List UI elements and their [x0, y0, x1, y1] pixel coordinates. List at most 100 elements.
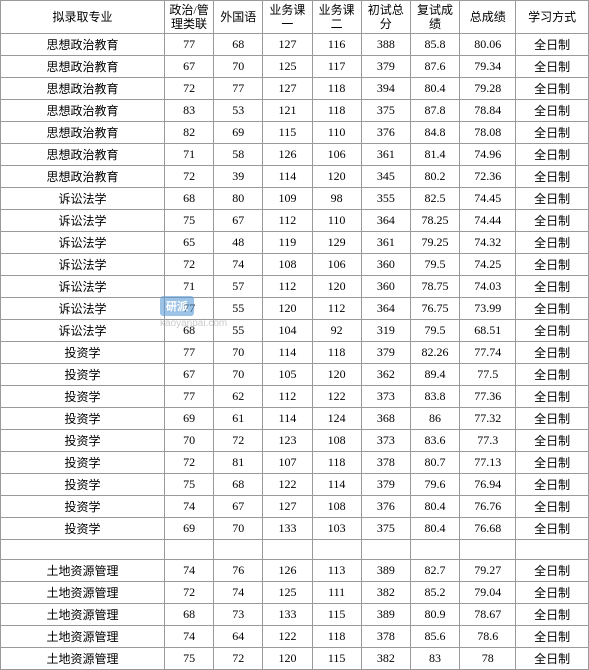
- table-cell: 389: [361, 560, 410, 582]
- table-cell: 120: [263, 648, 312, 670]
- table-cell: 58: [214, 144, 263, 166]
- table-cell: 70: [164, 430, 213, 452]
- table-cell: 76.76: [460, 496, 516, 518]
- table-cell: 112: [263, 276, 312, 298]
- table-cell: 48: [214, 232, 263, 254]
- table-row: 诉讼法学654811912936179.2574.32全日制: [1, 232, 589, 254]
- table-cell: 110: [312, 210, 361, 232]
- table-cell: 投资学: [1, 364, 165, 386]
- table-cell: 77.5: [460, 364, 516, 386]
- table-cell: 379: [361, 474, 410, 496]
- table-cell: 74: [214, 582, 263, 604]
- table-cell: 全日制: [516, 188, 589, 210]
- table-cell: 80.9: [410, 604, 459, 626]
- table-cell: 65: [164, 232, 213, 254]
- table-cell: 89.4: [410, 364, 459, 386]
- table-cell: 121: [263, 100, 312, 122]
- table-cell: 77.32: [460, 408, 516, 430]
- table-row: 思想政治教育723911412034580.272.36全日制: [1, 166, 589, 188]
- table-cell: 113: [312, 560, 361, 582]
- table-cell: 全日制: [516, 320, 589, 342]
- table-cell: 129: [312, 232, 361, 254]
- table-cell: 376: [361, 122, 410, 144]
- table-cell: 80.4: [410, 78, 459, 100]
- table-cell: 78.84: [460, 100, 516, 122]
- table-cell: 全日制: [516, 364, 589, 386]
- table-row: 思想政治教育776812711638885.880.06全日制: [1, 34, 589, 56]
- table-row: 诉讼法学68801099835582.574.45全日制: [1, 188, 589, 210]
- table-cell: 364: [361, 298, 410, 320]
- table-cell: 83.6: [410, 430, 459, 452]
- table-cell: 77: [164, 342, 213, 364]
- table-cell: 投资学: [1, 386, 165, 408]
- table-cell: 361: [361, 144, 410, 166]
- table-cell: 108: [263, 254, 312, 276]
- table-cell: 77: [164, 298, 213, 320]
- column-header: 学习方式: [516, 1, 589, 34]
- table-cell: 74.96: [460, 144, 516, 166]
- table-cell: 投资学: [1, 430, 165, 452]
- table-cell: 78.08: [460, 122, 516, 144]
- table-cell: 全日制: [516, 232, 589, 254]
- table-cell: 思想政治教育: [1, 144, 165, 166]
- table-cell: 全日制: [516, 604, 589, 626]
- table-cell: 诉讼法学: [1, 210, 165, 232]
- table-cell: 投资学: [1, 474, 165, 496]
- table-cell: 82.26: [410, 342, 459, 364]
- table-cell: 77: [164, 386, 213, 408]
- table-cell: 69: [164, 518, 213, 540]
- table-cell: 382: [361, 648, 410, 670]
- table-cell: 诉讼法学: [1, 320, 165, 342]
- table-row: 投资学697013310337580.476.68全日制: [1, 518, 589, 540]
- table-row: 思想政治教育835312111837587.878.84全日制: [1, 100, 589, 122]
- table-cell: 79.27: [460, 560, 516, 582]
- table-cell: 87.8: [410, 100, 459, 122]
- table-cell: 394: [361, 78, 410, 100]
- table-cell: 72.36: [460, 166, 516, 188]
- table-cell: 126: [263, 144, 312, 166]
- column-header: 拟录取专业: [1, 1, 165, 34]
- table-cell: 74: [214, 254, 263, 276]
- table-row: 投资学776211212237383.877.36全日制: [1, 386, 589, 408]
- table-cell: 133: [263, 518, 312, 540]
- table-cell: 106: [312, 144, 361, 166]
- table-row: 投资学728110711837880.777.13全日制: [1, 452, 589, 474]
- table-cell: 53: [214, 100, 263, 122]
- table-cell: 125: [263, 56, 312, 78]
- table-cell: 77: [214, 78, 263, 100]
- table-cell: [164, 540, 213, 560]
- table-cell: 68: [164, 604, 213, 626]
- table-cell: 80.4: [410, 496, 459, 518]
- table-cell: [214, 540, 263, 560]
- table-row: 思想政治教育826911511037684.878.08全日制: [1, 122, 589, 144]
- table-cell: 全日制: [516, 408, 589, 430]
- table-cell: 诉讼法学: [1, 276, 165, 298]
- table-cell: 76.94: [460, 474, 516, 496]
- table-cell: 77: [164, 34, 213, 56]
- table-cell: 79.25: [410, 232, 459, 254]
- table-cell: 112: [263, 210, 312, 232]
- table-cell: 72: [164, 254, 213, 276]
- table-cell: 389: [361, 604, 410, 626]
- table-cell: 114: [263, 408, 312, 430]
- table-cell: 375: [361, 100, 410, 122]
- table-row: 投资学746712710837680.476.76全日制: [1, 496, 589, 518]
- column-header: 总成绩: [460, 1, 516, 34]
- table-cell: 78: [460, 648, 516, 670]
- table-cell: 118: [312, 78, 361, 100]
- table-row: 思想政治教育727712711839480.479.28全日制: [1, 78, 589, 100]
- table-cell: 79.28: [460, 78, 516, 100]
- table-row: 土地资源管理727412511138285.279.04全日制: [1, 582, 589, 604]
- table-cell: 全日制: [516, 452, 589, 474]
- table-cell: 投资学: [1, 496, 165, 518]
- table-cell: 85.2: [410, 582, 459, 604]
- table-row: 投资学777011411837982.2677.74全日制: [1, 342, 589, 364]
- table-cell: 70: [214, 518, 263, 540]
- table-row: 思想政治教育677012511737987.679.34全日制: [1, 56, 589, 78]
- table-cell: 诉讼法学: [1, 188, 165, 210]
- table-cell: 80.2: [410, 166, 459, 188]
- table-cell: 81: [214, 452, 263, 474]
- table-cell: 74: [164, 560, 213, 582]
- column-header: 业务课二: [312, 1, 361, 34]
- table-cell: 382: [361, 582, 410, 604]
